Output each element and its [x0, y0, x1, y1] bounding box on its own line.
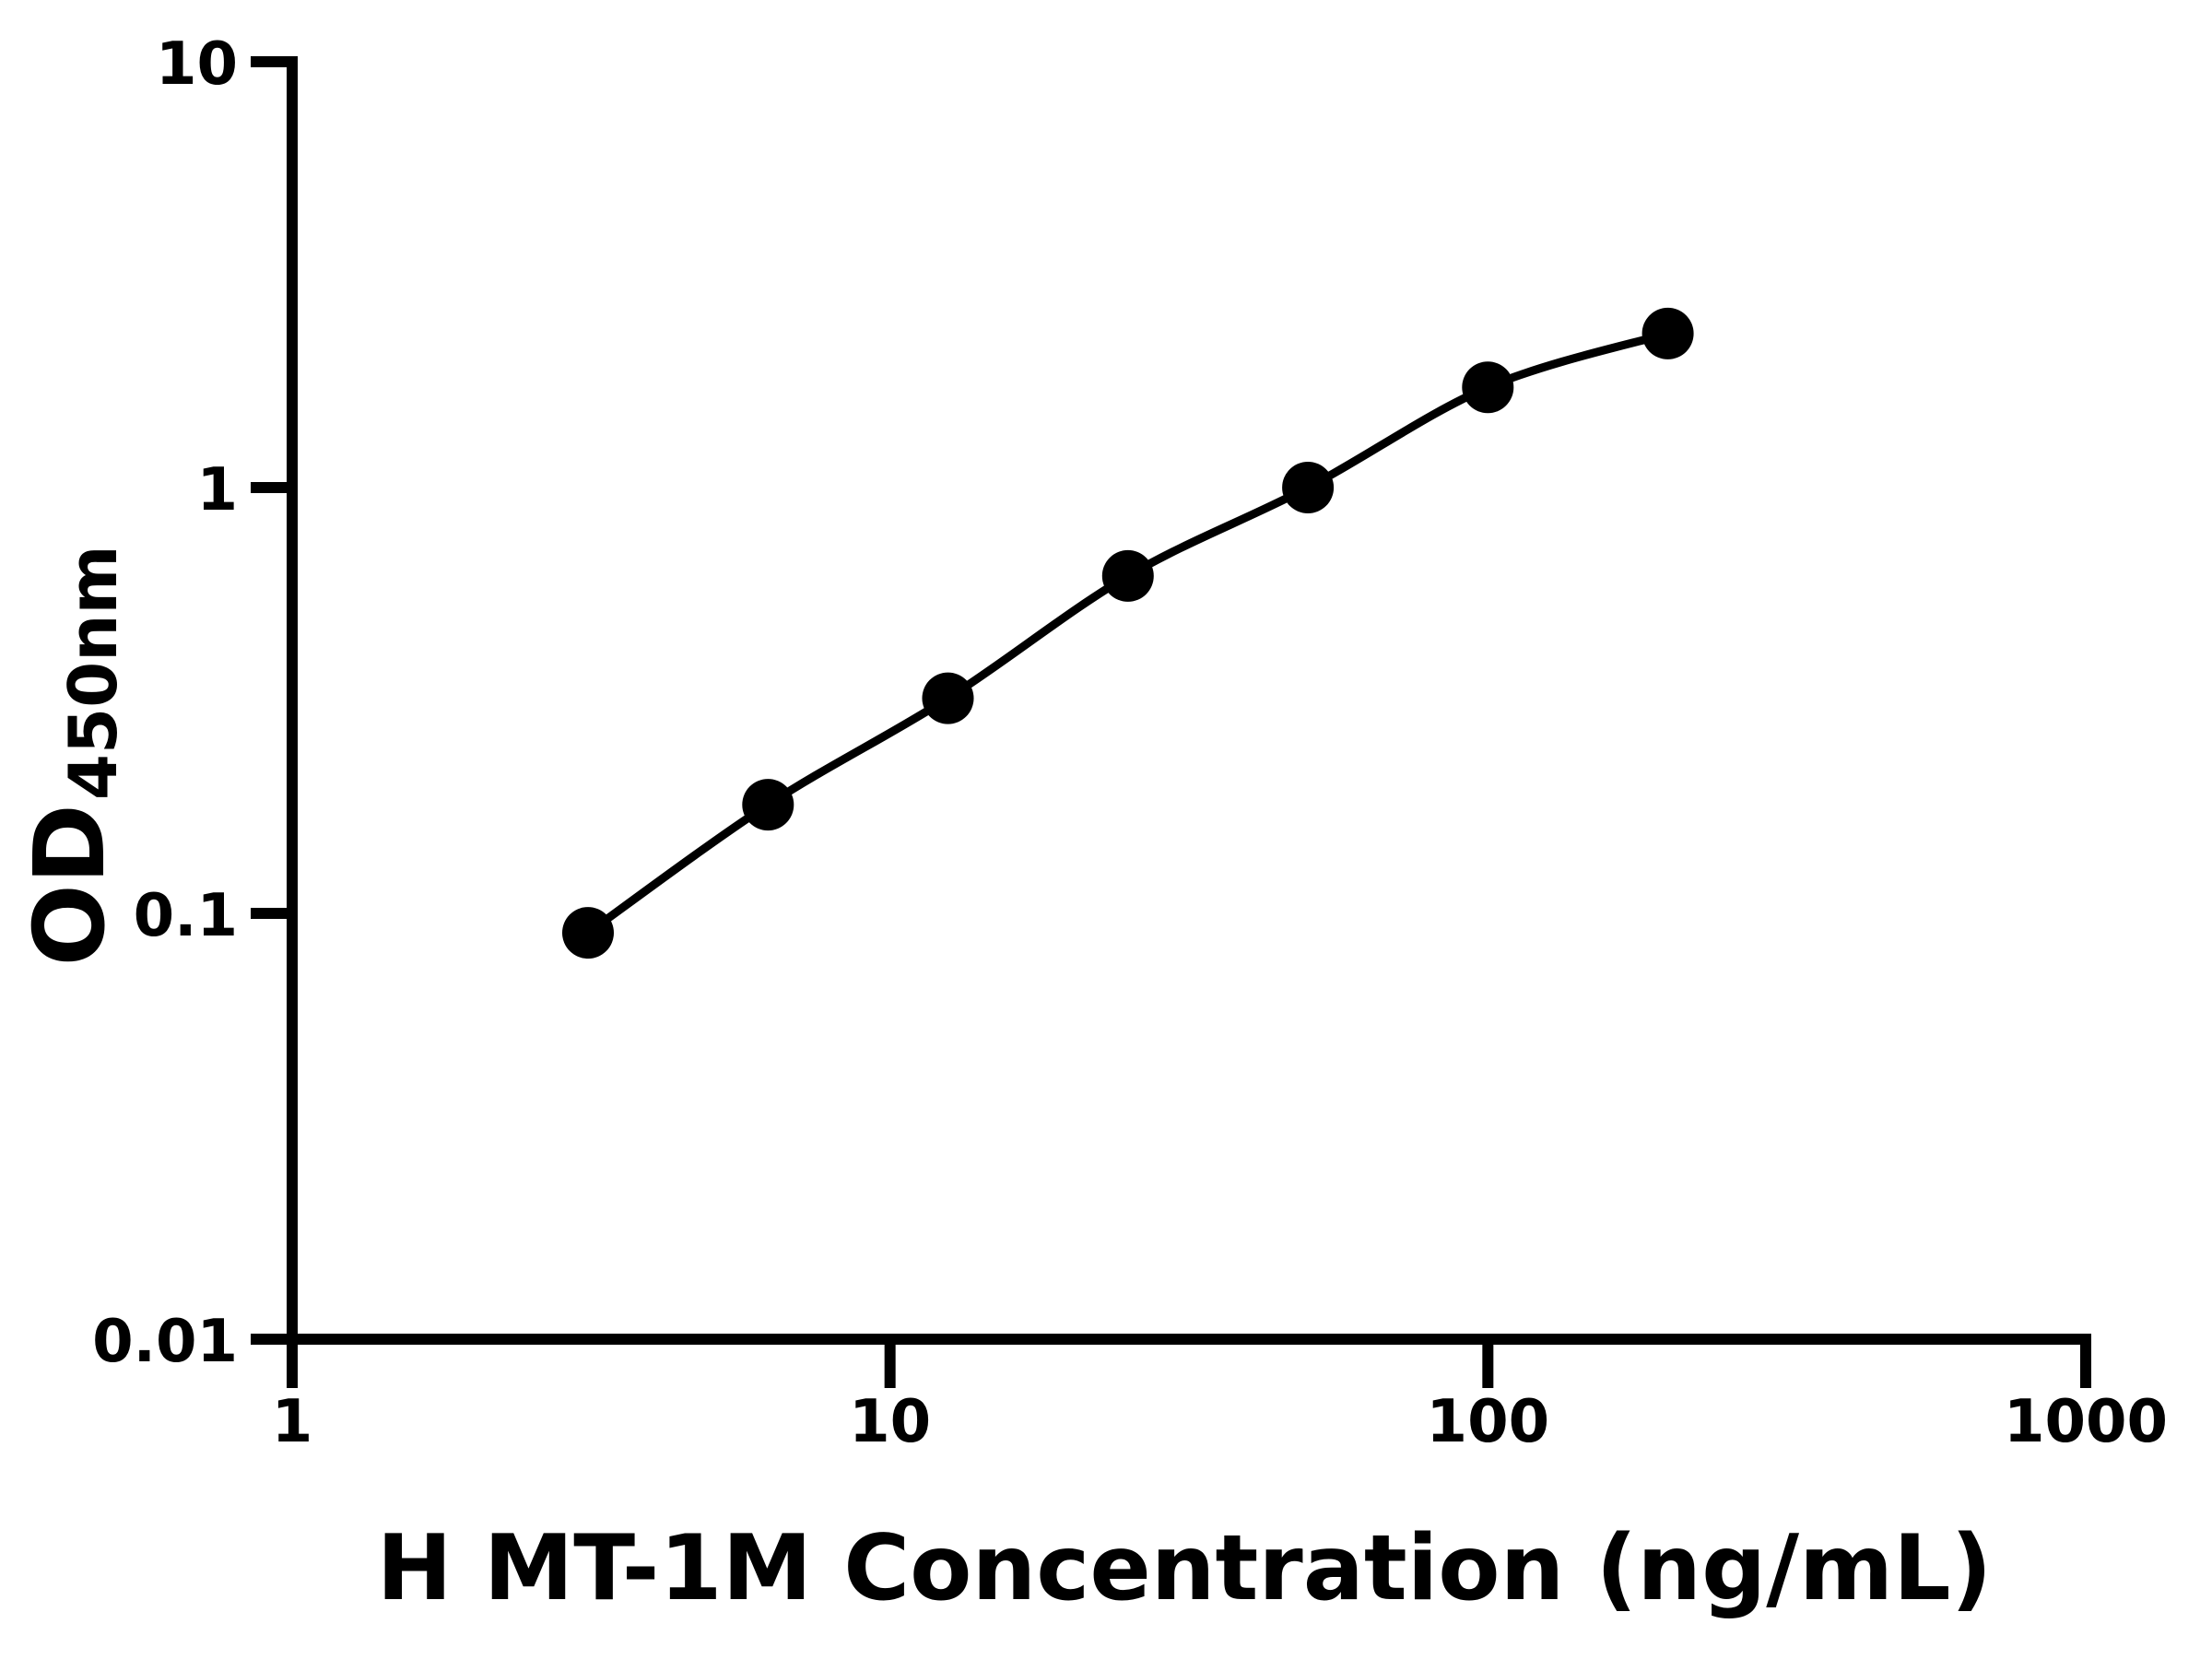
y-axis-title-subscript: 450nm	[54, 546, 132, 801]
y-axis-title: OD 450nm	[14, 546, 132, 967]
x-axis-title: H MT-1M Concentration (ng/mL)	[377, 1516, 1993, 1621]
fit-curve	[585, 329, 1669, 936]
y-axis-tick-labels: 10 1 0.1 0.01	[92, 30, 238, 1376]
y-tick-label: 0.1	[134, 882, 238, 950]
x-tick-label: 100	[1427, 1388, 1550, 1456]
data-point-marker	[1101, 549, 1154, 602]
data-points	[562, 307, 1694, 959]
data-point-marker	[1641, 307, 1694, 359]
data-point-marker	[562, 907, 614, 959]
y-tick-label: 1	[196, 456, 238, 524]
axis-spines	[287, 56, 2091, 1345]
y-tick-label: 10	[156, 30, 238, 99]
x-axis-ticks	[287, 1334, 2091, 1388]
x-tick-label: 1000	[2004, 1388, 2168, 1456]
y-axis-title-main: OD	[14, 804, 126, 966]
data-point-marker	[922, 672, 974, 724]
x-tick-label: 10	[849, 1388, 931, 1456]
x-tick-label: 1	[272, 1388, 313, 1456]
y-axis-ticks	[251, 56, 298, 1345]
y-tick-label: 0.01	[92, 1308, 238, 1376]
data-point-marker	[1462, 361, 1514, 414]
data-point-marker	[1282, 462, 1335, 513]
x-axis-tick-labels: 1 10 100 1000	[272, 1388, 2168, 1456]
data-point-marker	[742, 779, 794, 831]
